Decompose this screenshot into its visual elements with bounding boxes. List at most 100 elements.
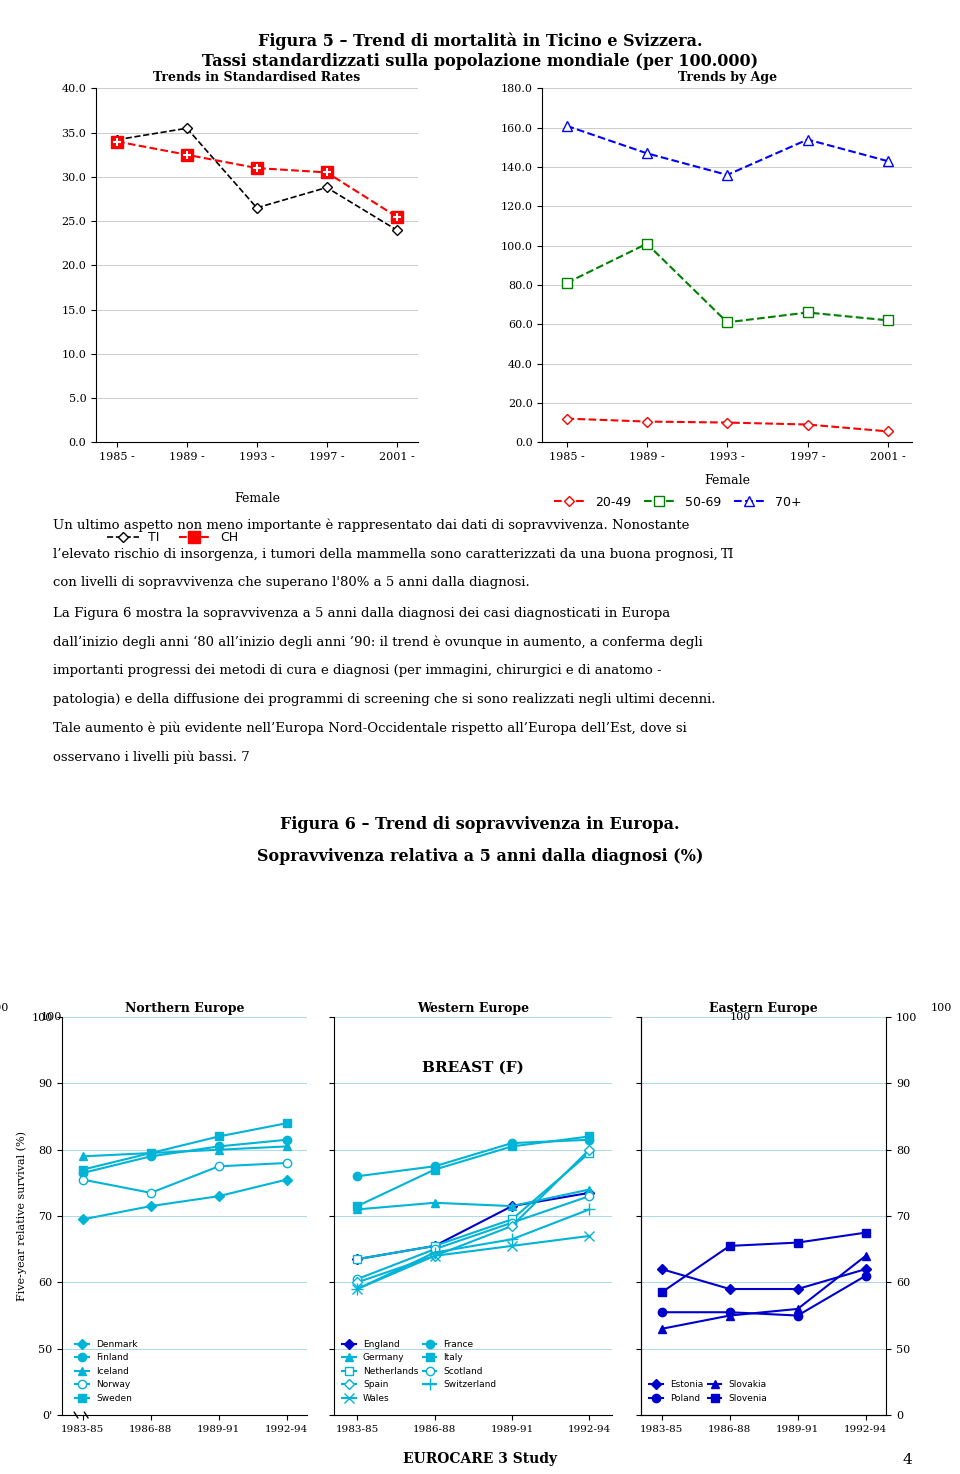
Legend: 20-49, 50-69, 70+: 20-49, 50-69, 70+ [549,491,806,514]
Title: Northern Europe: Northern Europe [125,1001,245,1014]
Germany [584,1181,595,1198]
Italy [429,1162,441,1179]
Title: Western Europe: Western Europe [418,1001,529,1014]
Y-axis label: Five-year relative survival (%): Five-year relative survival (%) [16,1131,27,1302]
Text: 100: 100 [41,1013,62,1021]
Estonia [656,1260,667,1278]
Estonia [792,1279,804,1299]
Sweden [281,1114,293,1132]
Germany [429,1194,441,1212]
Line: Denmark: Denmark [80,1176,290,1223]
Text: EUROCARE 3 Study: EUROCARE 3 Study [403,1452,557,1465]
France [351,1167,363,1185]
Switzerland [506,1231,517,1248]
Netherlands [351,1250,363,1268]
Scotland [351,1271,363,1288]
Norway [77,1170,88,1188]
Line: Slovenia: Slovenia [658,1228,870,1297]
Text: TI: TI [721,548,733,562]
Denmark [281,1170,293,1188]
Line: Sweden: Sweden [79,1119,291,1173]
Slovenia [656,1284,667,1302]
Text: Tale aumento è più evidente nell’Europa Nord-Occidentale rispetto all’Europa del: Tale aumento è più evidente nell’Europa … [53,721,686,736]
Text: Figura 6 – Trend di sopravvivenza in Europa.: Figura 6 – Trend di sopravvivenza in Eur… [280,817,680,833]
Iceland [145,1144,156,1162]
Finland [213,1138,225,1156]
Denmark [145,1197,156,1215]
Line: Spain: Spain [354,1147,592,1285]
Wales [429,1247,441,1265]
Text: importanti progressi dei metodi di cura e diagnosi (per immagini, chirurgici e d: importanti progressi dei metodi di cura … [53,663,661,677]
Text: La Figura 6 mostra la sopravvivenza a 5 anni dalla diagnosi dei casi diagnostica: La Figura 6 mostra la sopravvivenza a 5 … [53,607,670,619]
Finland [281,1131,293,1148]
Netherlands [584,1144,595,1162]
Line: Estonia: Estonia [659,1266,869,1293]
Spain [506,1218,517,1235]
Sweden [145,1144,156,1162]
Text: 100: 100 [0,1004,9,1013]
Poland [656,1303,667,1321]
Switzerland [351,1279,363,1299]
Line: England: England [354,1190,592,1263]
England [351,1250,363,1268]
Wales [506,1237,517,1254]
Denmark [77,1210,88,1228]
Wales [584,1226,595,1244]
Line: France: France [353,1135,593,1181]
Poland [724,1303,735,1321]
Text: Sopravvivenza relativa a 5 anni dalla diagnosi (%): Sopravvivenza relativa a 5 anni dalla di… [257,849,703,865]
Norway [281,1154,293,1172]
Text: Female: Female [234,492,279,504]
Text: patologia) e della diffusione dei programmi di screening che si sono realizzati : patologia) e della diffusione dei progra… [53,693,715,706]
Italy [584,1128,595,1145]
Line: Finland: Finland [79,1135,291,1178]
Switzerland [429,1244,441,1262]
Line: Netherlands: Netherlands [353,1148,593,1263]
Scotland [584,1188,595,1206]
Text: l’elevato rischio di insorgenza, i tumori della mammella sono caratterizzati da : l’elevato rischio di insorgenza, i tumor… [53,547,717,560]
Line: Wales: Wales [352,1231,594,1294]
Poland [860,1266,872,1284]
Scotland [429,1241,441,1259]
Line: Scotland: Scotland [353,1192,593,1284]
Slovakia [792,1300,804,1318]
Germany [506,1197,517,1215]
Norway [145,1184,156,1201]
Line: Iceland: Iceland [79,1142,291,1160]
Slovenia [724,1237,735,1254]
Italy [351,1197,363,1215]
Finland [145,1148,156,1166]
Line: Slovakia: Slovakia [658,1251,870,1332]
Line: Norway: Norway [79,1159,291,1197]
Scotland [506,1215,517,1232]
Text: 4: 4 [902,1453,912,1467]
Title: Eastern Europe: Eastern Europe [709,1001,818,1014]
France [584,1131,595,1148]
Slovakia [724,1306,735,1324]
Sweden [213,1128,225,1145]
Switzerland [584,1200,595,1218]
Line: Poland: Poland [658,1272,870,1319]
Poland [792,1306,804,1324]
Text: dall’inizio degli anni ‘80 all’inizio degli anni ’90: il trend è ovunque in aume: dall’inizio degli anni ‘80 all’inizio de… [53,635,703,649]
Text: 100: 100 [930,1004,951,1013]
Text: Female: Female [705,475,750,486]
Text: 100: 100 [730,1013,751,1021]
Finland [77,1164,88,1182]
Title: Trends in Standardised Rates: Trends in Standardised Rates [154,72,360,84]
Text: Un ultimo aspetto non meno importante è rappresentato dai dati di sopravvivenza.: Un ultimo aspetto non meno importante è … [53,519,689,532]
England [506,1197,517,1215]
Netherlands [506,1210,517,1228]
France [506,1135,517,1153]
Line: Germany: Germany [353,1185,593,1213]
Iceland [281,1138,293,1156]
Line: Italy: Italy [353,1132,593,1210]
Title: Trends by Age: Trends by Age [678,72,777,84]
Text: BREAST (F): BREAST (F) [422,1061,524,1075]
England [429,1237,441,1254]
England [584,1184,595,1201]
Slovenia [860,1223,872,1241]
Italy [506,1138,517,1156]
Estonia [724,1279,735,1299]
Iceland [213,1141,225,1159]
